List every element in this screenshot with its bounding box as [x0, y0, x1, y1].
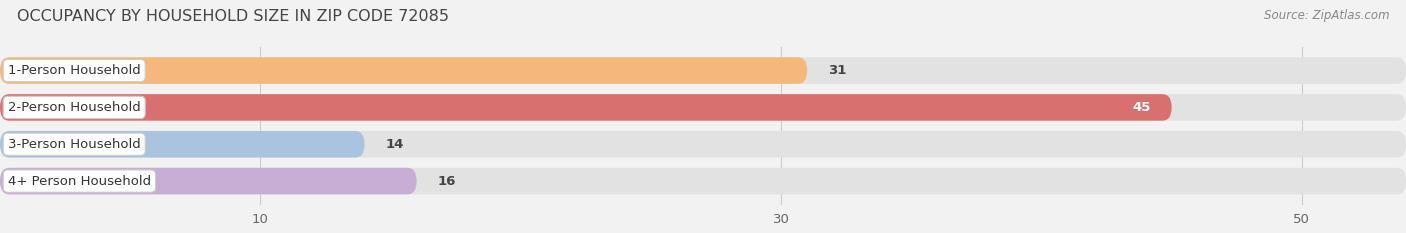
FancyBboxPatch shape — [0, 131, 1406, 158]
Text: 2-Person Household: 2-Person Household — [8, 101, 141, 114]
Text: OCCUPANCY BY HOUSEHOLD SIZE IN ZIP CODE 72085: OCCUPANCY BY HOUSEHOLD SIZE IN ZIP CODE … — [17, 9, 449, 24]
Text: 31: 31 — [828, 64, 846, 77]
Text: Source: ZipAtlas.com: Source: ZipAtlas.com — [1264, 9, 1389, 22]
FancyBboxPatch shape — [0, 57, 1406, 84]
Text: 4+ Person Household: 4+ Person Household — [8, 175, 150, 188]
Text: 3-Person Household: 3-Person Household — [8, 138, 141, 151]
FancyBboxPatch shape — [0, 168, 416, 194]
FancyBboxPatch shape — [0, 168, 1406, 194]
Text: 14: 14 — [385, 138, 404, 151]
Text: 1-Person Household: 1-Person Household — [8, 64, 141, 77]
FancyBboxPatch shape — [0, 94, 1406, 121]
FancyBboxPatch shape — [0, 57, 807, 84]
FancyBboxPatch shape — [0, 94, 1171, 121]
Text: 45: 45 — [1132, 101, 1152, 114]
FancyBboxPatch shape — [0, 131, 364, 158]
Text: 16: 16 — [437, 175, 456, 188]
